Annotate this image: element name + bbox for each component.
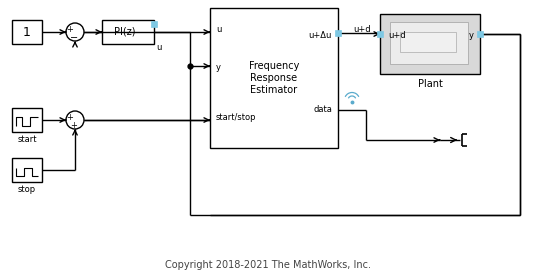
Text: y: y	[469, 32, 474, 40]
Bar	[377, 31, 383, 37]
Text: stop: stop	[18, 184, 36, 194]
Text: +: +	[66, 25, 73, 35]
Bar	[380, 14, 480, 74]
Text: +: +	[71, 121, 77, 130]
Bar	[477, 31, 483, 37]
Bar	[210, 8, 338, 148]
Text: u: u	[157, 42, 162, 52]
Text: Plant: Plant	[418, 79, 442, 89]
Circle shape	[66, 23, 84, 41]
Bar	[390, 22, 468, 64]
Text: u+Δu: u+Δu	[309, 32, 332, 40]
Text: Estimator: Estimator	[250, 85, 297, 95]
Text: u+d: u+d	[388, 32, 406, 40]
Bar	[151, 21, 157, 27]
Text: Frequency: Frequency	[249, 61, 299, 71]
Bar	[12, 20, 42, 44]
Text: +: +	[66, 114, 73, 122]
Text: 1: 1	[23, 25, 31, 39]
Bar	[12, 158, 42, 182]
Text: u: u	[216, 25, 221, 35]
Text: PI(z): PI(z)	[114, 27, 136, 37]
Text: −: −	[70, 32, 78, 42]
Bar	[102, 20, 154, 44]
Text: Copyright 2018-2021 The MathWorks, Inc.: Copyright 2018-2021 The MathWorks, Inc.	[165, 260, 371, 270]
Text: y: y	[216, 64, 221, 73]
Text: data: data	[313, 105, 332, 114]
Text: Response: Response	[250, 73, 297, 83]
Text: u+d: u+d	[353, 25, 371, 35]
Text: start: start	[17, 134, 37, 143]
Bar	[12, 108, 42, 132]
Circle shape	[66, 111, 84, 129]
Text: start/stop: start/stop	[216, 114, 257, 122]
Bar	[335, 30, 341, 36]
Bar	[400, 32, 456, 52]
